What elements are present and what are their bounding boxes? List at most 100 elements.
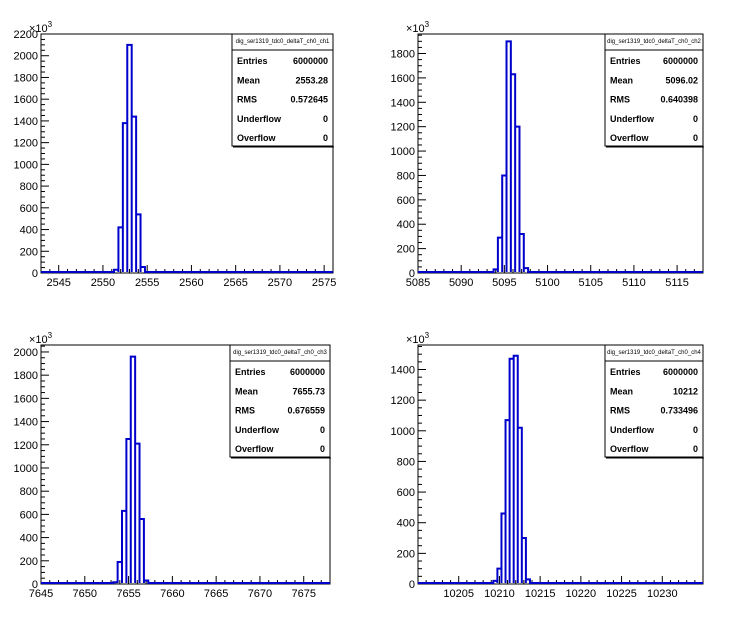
stats-title: dig_ser1319_tdc0_deltaT_ch0_ch1 [236,39,330,45]
stats-value: 5096.02 [665,75,698,85]
x-tick-label: 10230 [647,588,678,600]
x-tick-label: 5105 [578,277,602,289]
y-tick-label: 800 [20,181,38,193]
y-tick-label: 200 [20,556,38,568]
y-exponent: 3 [425,20,430,29]
x-tick-label: 2545 [46,277,70,289]
x-tick-label: 10225 [606,588,637,600]
histogram-pad-1: 0 200 400 600 800 1000 1200 1400 1600 1800 2000 220… [14,20,337,289]
y-exponent-label: ×103 [406,20,430,35]
y-tick-label: 1200 [391,122,415,134]
x-tick-label: 5085 [406,277,430,289]
histogram-pad-2: 0 200 400 600 800 1000 1200 1400 1600 1800 5085 509… [391,20,704,289]
stats-label: Overflow [610,133,650,143]
y-tick-label: 200 [20,246,38,258]
x-tick-label: 2555 [135,277,159,289]
stats-label: Mean [235,386,258,396]
y-tick-label: 1600 [14,393,38,405]
stats-box-frame [229,344,331,458]
y-tick-label: 1200 [391,395,415,407]
histogram-line [418,40,703,273]
stats-title: dig_ser1319_tdc0_deltaT_ch0_ch4 [607,350,701,356]
y-exponent: 3 [48,20,53,29]
y-tick-label: 1800 [391,49,415,61]
stats-label: Underflow [610,425,655,435]
stats-label: Mean [610,386,633,396]
stats-label: Underflow [235,425,280,435]
y-tick-label: 600 [20,203,38,215]
y-tick-label: 1400 [391,365,415,377]
y-tick-label: 1400 [14,116,38,128]
y-tick-label: 1000 [14,159,38,171]
stats-box: dig_ser1319_tdc0_deltaT_ch0_ch3 Entries 60… [229,344,331,459]
y-tick-label: 2000 [14,51,38,63]
stats-value: 2553.28 [295,75,328,85]
stats-value: 0 [693,425,698,435]
stats-value: 10212 [673,386,698,396]
stats-box-frame [604,344,704,458]
y-tick-label: 1000 [391,146,415,158]
x-tick-label: 5090 [449,277,473,289]
stats-label: Entries [610,367,641,377]
y-tick-label: 400 [20,533,38,545]
y-tick-label: 600 [20,509,38,521]
stats-title: dig_ser1319_tdc0_deltaT_ch0_ch3 [233,350,327,356]
stats-label: RMS [610,95,630,105]
y-tick-label: 1400 [391,97,415,109]
stats-value: 6000000 [290,367,325,377]
x-tick-label: 7675 [291,588,315,600]
y-tick-label: 0 [409,579,415,591]
y-tick-label: 2200 [14,29,38,41]
stats-box: dig_ser1319_tdc0_deltaT_ch0_ch4 Entries 60… [604,344,704,459]
stats-label: Overflow [237,133,277,143]
stats-label: Underflow [237,114,282,124]
stats-value: 0 [320,425,325,435]
x-tick-label: 2570 [268,277,292,289]
stats-label: Entries [610,56,641,66]
stats-label: Entries [237,56,268,66]
stats-value: 6000000 [663,367,698,377]
histogram-line [41,355,330,584]
y-tick-label: 1200 [14,440,38,452]
y-tick-label: 1000 [391,426,415,438]
x-tick-label: 5115 [665,277,689,289]
stats-label: Overflow [235,444,275,454]
stats-label: RMS [235,406,255,416]
x-tick-label: 2565 [223,277,247,289]
y-tick-label: 0 [32,579,38,591]
stats-label: Underflow [610,114,655,124]
stats-value: 7655.73 [292,386,325,396]
stats-value: 0.572645 [290,95,328,105]
x-tick-label: 7650 [73,588,97,600]
stats-value: 0 [693,114,698,124]
y-exponent-label: ×103 [29,20,53,35]
y-exponent-label: ×103 [29,331,53,346]
x-tick-label: 10205 [443,588,474,600]
stats-label: Overflow [610,444,650,454]
y-tick-label: 600 [397,195,415,207]
y-exponent: 3 [48,331,53,340]
histogram-pad-4: 0 200 400 600 800 1000 1200 1400 10205 10210 10215… [391,331,704,600]
histogram-line [41,43,333,273]
x-tick-label: 10210 [484,588,515,600]
stats-value: 0.733496 [660,406,698,416]
y-tick-label: 800 [397,456,415,468]
x-tick-label: 7655 [116,588,140,600]
y-tick-label: 0 [32,268,38,280]
y-tick-label: 0 [409,268,415,280]
histogram-line [418,354,703,584]
y-tick-label: 1800 [14,72,38,84]
x-tick-label: 5110 [622,277,646,289]
x-tick-label: 5095 [492,277,516,289]
y-tick-label: 1600 [14,94,38,106]
stats-value: 0.676559 [287,406,325,416]
x-tick-label: 10220 [566,588,597,600]
stats-value: 6000000 [663,56,698,66]
y-tick-label: 1400 [14,417,38,429]
stats-value: 0 [320,444,325,454]
y-tick-label: 800 [397,170,415,182]
y-tick-label: 600 [397,487,415,499]
y-tick-label: 400 [397,518,415,530]
x-tick-label: 7670 [248,588,272,600]
